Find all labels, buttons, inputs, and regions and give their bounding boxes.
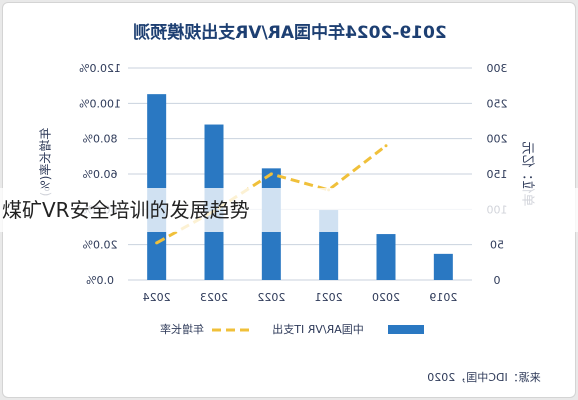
x-tick-label-text: 2019 <box>429 291 457 304</box>
caption-band <box>0 188 578 232</box>
bar-2019 <box>433 253 453 280</box>
chart-title-text: 2019-2024年中国AR/VR支出规模预测 <box>133 22 446 43</box>
x-tick-label: 2021 <box>315 291 343 304</box>
left-tick-label: 100.0% <box>79 97 121 110</box>
right-tick-label-text: 0 <box>494 274 501 287</box>
source-note-text: 来源：IDC中国，2020 <box>427 370 540 384</box>
x-tick-label-text: 2021 <box>315 291 343 304</box>
right-tick-label: 250 <box>487 97 508 110</box>
x-tick-label-text: 2024 <box>143 291 171 304</box>
left-tick-label-text: 20.0% <box>83 239 118 252</box>
overlay-caption: 煤矿VR安全培训的发展趋势 <box>2 198 250 222</box>
right-tick-label-text: 150 <box>487 168 508 181</box>
x-tick-label-text: 2020 <box>372 291 400 304</box>
x-tick-label-text: 2023 <box>200 291 228 304</box>
right-tick-label: 200 <box>487 133 508 146</box>
right-tick-label-text: 300 <box>487 62 508 75</box>
growth-rate-point-2020 <box>384 144 388 148</box>
right-tick-label-text: 50 <box>490 239 504 252</box>
left-tick-label: 60.0% <box>83 168 118 181</box>
left-tick-label-text: 60.0% <box>83 168 118 181</box>
growth-rate-point-2024 <box>155 241 159 245</box>
right-tick-label: 50 <box>490 239 504 252</box>
left-tick-label: 0.0% <box>86 274 114 287</box>
x-tick-label-text: 2022 <box>257 291 285 304</box>
right-tick-label: 0 <box>494 274 501 287</box>
legend-bar-swatch <box>388 325 424 334</box>
legend-bar-label-text: 中国AR/VR IT支出 <box>272 322 364 336</box>
legend-line-label-text: 年增长率 <box>160 322 204 336</box>
x-tick-label: 2024 <box>143 291 171 304</box>
right-tick-label: 300 <box>487 62 508 75</box>
legend-bar-label: 中国AR/VR IT支出 <box>272 322 364 336</box>
right-tick-label-text: 250 <box>487 97 508 110</box>
left-tick-label-text: 120.0% <box>79 62 121 75</box>
left-tick-label-text: 100.0% <box>79 97 121 110</box>
left-axis-title-text: 年增长率(%) <box>38 128 53 197</box>
right-tick-label: 150 <box>487 168 508 181</box>
source-note: 来源：IDC中国，2020 <box>427 370 540 384</box>
x-tick-label: 2020 <box>372 291 400 304</box>
left-tick-label: 80.0% <box>83 133 118 146</box>
left-tick-label-text: 80.0% <box>83 133 118 146</box>
x-tick-label: 2019 <box>429 291 457 304</box>
left-tick-label-text: 0.0% <box>86 274 114 287</box>
growth-rate-point-2022 <box>269 172 273 176</box>
left-axis-title: 年增长率(%) <box>38 128 53 197</box>
left-tick-label: 20.0% <box>83 239 118 252</box>
bar-2020 <box>376 234 396 280</box>
left-tick-label: 120.0% <box>79 62 121 75</box>
bar-2024 <box>147 94 167 280</box>
legend-line-label: 年增长率 <box>160 322 204 336</box>
right-tick-label-text: 200 <box>487 133 508 146</box>
chart-title: 2019-2024年中国AR/VR支出规模预测 <box>133 22 446 43</box>
x-tick-label: 2023 <box>200 291 228 304</box>
x-tick-label: 2022 <box>257 291 285 304</box>
